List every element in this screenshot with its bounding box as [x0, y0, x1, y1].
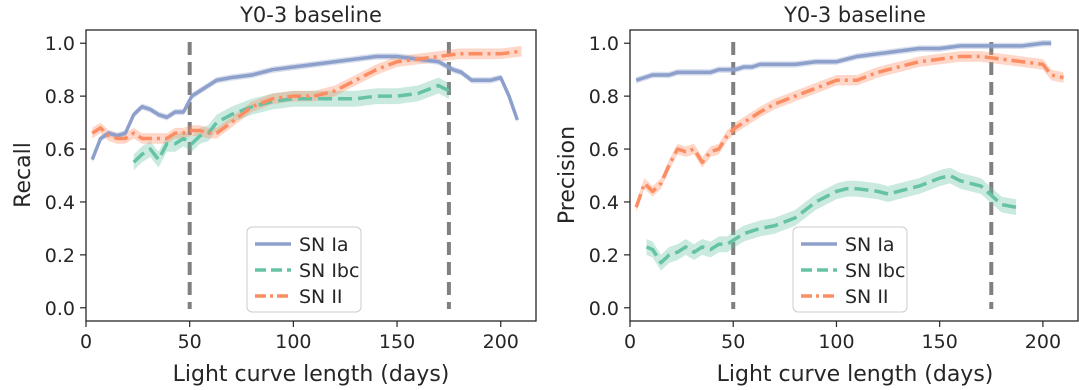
precision-sn-ii-line: [634, 54, 1064, 208]
recall-y-axis-label: Recall: [11, 142, 36, 208]
recall-panel: Y0-3 baseline Light curve length (days) …: [11, 3, 537, 387]
recall-y-tick-label: 0.8: [45, 86, 75, 108]
recall-legend: SN Ia SN Ibc SN II: [246, 226, 362, 313]
recall-y-tick-label: 0.0: [45, 298, 75, 320]
precision-legend-sn-ii-label: SN II: [845, 286, 889, 308]
recall-y-tick-label: 0.6: [45, 139, 75, 161]
precision-panel: Y0-3 baseline Light curve length (days) …: [555, 3, 1079, 387]
precision-y-tick-label: 0.8: [589, 86, 619, 108]
recall-legend-sn-ii-label: SN II: [299, 286, 343, 308]
precision-y-axis-label: Precision: [555, 126, 580, 224]
recall-y-tick-label: 0.2: [45, 245, 75, 267]
recall-x-tick-label: 200: [483, 331, 519, 353]
recall-legend-sn-ia-label: SN Ia: [299, 234, 349, 256]
recall-legend-box: [246, 226, 362, 313]
precision-x-tick-label: 0: [624, 331, 636, 353]
recall-sn-ii-line: [91, 49, 522, 141]
recall-lines: [90, 49, 522, 164]
recall-sn-ibc-line: [132, 83, 450, 164]
precision-legend: SN Ia SN Ibc SN II: [792, 226, 908, 313]
recall-plot-frame: [85, 29, 537, 322]
precision-sn-ibc-line: [645, 173, 1017, 265]
precision-legend-sn-ibc-label: SN Ibc: [845, 260, 905, 282]
recall-sn-ia-line: [90, 54, 519, 161]
recall-x-tick-label: 100: [275, 331, 311, 353]
recall-legend-sn-ibc-label: SN Ibc: [299, 260, 359, 282]
precision-y-tick-label: 0.0: [589, 298, 619, 320]
precision-x-tick-label: 100: [818, 331, 854, 353]
precision-sn-ibc-band: [646, 167, 1017, 271]
recall-vlines: [187, 42, 451, 309]
precision-ticks: 0 50 100 150 200 0.0 0.2 0.4 0.6 0.8 1.0: [589, 33, 1061, 353]
precision-panel-title: Y0-3 baseline: [783, 3, 926, 27]
precision-lines: [634, 41, 1064, 265]
recall-ticks: 0 50 100 150 200 0.0 0.2 0.4 0.6 0.8 1.0: [45, 33, 519, 353]
precision-sn-ia-line: [635, 41, 1052, 82]
recall-y-tick-label: 1.0: [45, 33, 75, 55]
precision-y-tick-label: 0.4: [589, 192, 619, 214]
recall-x-tick-label: 150: [379, 331, 415, 353]
precision-sn-ia-band: [636, 40, 1052, 84]
recall-x-axis-label: Light curve length (days): [173, 362, 450, 387]
precision-x-tick-label: 200: [1025, 331, 1061, 353]
precision-sn-ii-band: [636, 51, 1064, 213]
recall-sn-ibc-band: [133, 77, 449, 171]
precision-legend-box: [792, 226, 908, 313]
precision-bands: [636, 40, 1064, 271]
recall-x-tick-label: 0: [80, 331, 92, 353]
recall-panel-title: Y0-3 baseline: [239, 3, 382, 27]
precision-y-tick-label: 1.0: [589, 33, 619, 55]
precision-x-axis-label: Light curve length (days): [717, 362, 994, 387]
recall-y-tick-label: 0.4: [45, 192, 75, 214]
precision-legend-sn-ia-label: SN Ia: [845, 234, 895, 256]
precision-y-tick-label: 0.2: [589, 245, 619, 267]
precision-x-tick-label: 50: [721, 331, 745, 353]
precision-x-tick-label: 150: [922, 331, 958, 353]
precision-plot-frame: [629, 29, 1079, 322]
precision-y-tick-label: 0.6: [589, 139, 619, 161]
precision-vlines: [731, 42, 994, 309]
recall-x-tick-label: 50: [178, 331, 202, 353]
